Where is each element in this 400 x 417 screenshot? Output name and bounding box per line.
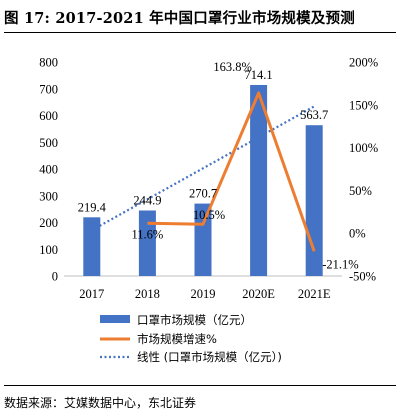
legend-label-bar: 口罩市场规模（亿元） <box>137 313 252 327</box>
x-tick-label: 2020E <box>242 287 275 301</box>
bar-market-size <box>83 217 101 276</box>
x-tick-label: 2019 <box>191 287 216 301</box>
y-right-tick-label: 50% <box>349 184 372 198</box>
y-left-tick-label: 500 <box>39 136 58 150</box>
title-underline <box>4 32 396 33</box>
bar-value-label: 244.9 <box>133 193 161 207</box>
x-tick-label: 2018 <box>135 287 160 301</box>
growth-rate-line <box>147 91 316 252</box>
growth-rate-label: 11.6% <box>131 227 163 241</box>
y-right-tick-label: 150% <box>349 98 378 112</box>
y-right-tick-label: 200% <box>349 56 378 70</box>
y-right-tick-label: -50% <box>349 270 376 284</box>
market-size-chart: 0 100 200 300 400 500 600 700 800 -50% 0% 50% 100% 15… <box>39 56 378 365</box>
y-left-tick-label: 100 <box>39 243 58 257</box>
growth-rate-label: 10.5% <box>193 208 225 222</box>
y-left-tick-label: 400 <box>39 163 58 177</box>
y-left-tick-label: 200 <box>39 216 58 230</box>
growth-rate-label: -21.1% <box>322 257 358 271</box>
legend-label-trend: 线性 (口罩市场规模（亿元）) <box>137 350 282 364</box>
legend-swatch-bar <box>100 315 130 323</box>
bar-market-size <box>194 203 212 276</box>
bar-market-size <box>250 84 268 277</box>
y-left-tick-label: 600 <box>39 109 58 123</box>
x-tick-label: 2021E <box>298 287 331 301</box>
bar-value-label: 714.1 <box>245 68 273 82</box>
growth-rate-label: 163.8% <box>213 60 252 74</box>
bar-value-label: 219.4 <box>78 200 107 214</box>
y-left-tick-label: 800 <box>39 56 58 70</box>
legend-label-growth: 市场规模增速% <box>137 332 217 346</box>
source-divider <box>4 385 396 386</box>
figure-title: 图 17: 2017-2021 年中国口罩行业市场规模及预测 <box>4 10 355 27</box>
trendline <box>91 105 315 232</box>
y-left-tick-label: 0 <box>52 270 58 284</box>
data-source-note: 数据来源：艾媒数据中心，东北证券 <box>4 396 197 410</box>
x-tick-label: 2017 <box>79 287 104 301</box>
y-left-tick-label: 700 <box>39 82 58 96</box>
y-left-tick-label: 300 <box>39 189 58 203</box>
bar-market-size <box>305 125 323 276</box>
bar-value-label: 563.7 <box>300 108 328 122</box>
y-right-tick-label: 100% <box>349 141 378 155</box>
bar-market-size <box>138 210 156 276</box>
bar-value-label: 270.7 <box>189 187 217 201</box>
y-right-tick-label: 0% <box>349 227 366 241</box>
